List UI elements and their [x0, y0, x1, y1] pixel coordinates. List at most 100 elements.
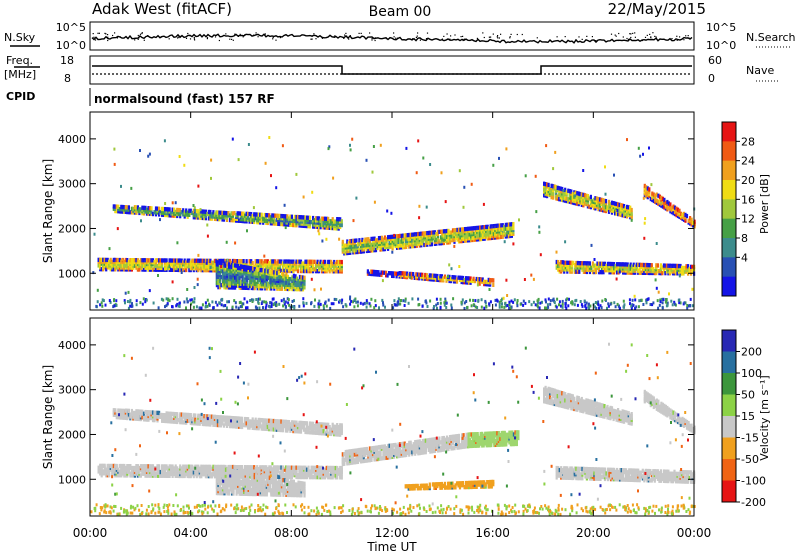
range-cell [233, 416, 236, 421]
range-cell [337, 425, 340, 430]
range-cell [480, 277, 483, 282]
noise-search-point [193, 36, 195, 39]
range-cell [468, 280, 471, 285]
range-cell [192, 213, 195, 218]
scatter-cell [368, 302, 371, 306]
range-cell [556, 194, 559, 199]
scatter-cell [547, 297, 550, 301]
range-cell [194, 417, 197, 422]
range-cell [171, 207, 174, 212]
range-cell [183, 258, 186, 263]
range-cell [588, 196, 591, 201]
scatter-cell [234, 241, 237, 245]
range-cell [185, 412, 188, 417]
range-cell [321, 422, 324, 427]
range-cell [468, 276, 471, 281]
range-cell [118, 209, 121, 214]
noise-search-point [591, 36, 593, 38]
range-cell [118, 463, 121, 469]
range-cell [414, 236, 417, 241]
range-cell [188, 267, 191, 273]
noise-search-point [415, 36, 417, 38]
scatter-cell [658, 303, 661, 307]
range-cell [576, 191, 579, 196]
range-cell [557, 263, 560, 268]
range-cell [256, 212, 259, 217]
range-cell [153, 263, 156, 269]
noise-search-point [189, 35, 191, 37]
range-cell [506, 226, 509, 231]
range-cell [504, 222, 507, 228]
range-cell [108, 259, 111, 264]
range-cell [247, 265, 250, 270]
range-cell [617, 262, 620, 267]
range-cell [161, 412, 164, 418]
range-cell [302, 265, 306, 270]
noise-search-point [650, 37, 652, 39]
range-cell [275, 261, 278, 266]
scatter-cell [317, 302, 320, 306]
range-cell [301, 420, 304, 426]
scatter-cell [450, 306, 453, 310]
range-cell [120, 463, 123, 469]
range-cell [487, 277, 490, 283]
range-cell [322, 225, 325, 230]
range-cell [325, 223, 328, 228]
scatter-cell [369, 304, 372, 308]
range-cell [294, 274, 297, 279]
range-cell [256, 283, 259, 289]
range-cell [331, 219, 334, 224]
range-cell [151, 267, 155, 272]
range-cell [676, 263, 679, 269]
scatter-cell [613, 301, 616, 305]
range-cell [292, 259, 295, 264]
range-cell [228, 415, 232, 421]
range-cell [307, 259, 310, 264]
range-cell [295, 214, 298, 220]
range-cell [353, 238, 356, 243]
range-cell [280, 268, 283, 273]
range-cell [206, 414, 209, 419]
range-cell [274, 419, 277, 424]
range-cell [114, 204, 117, 209]
scatter-cell [193, 300, 196, 304]
scatter-cell [564, 302, 567, 306]
range-cell [468, 236, 471, 241]
range-cell [608, 261, 611, 267]
range-cell [272, 259, 275, 264]
scatter-cell [302, 195, 305, 199]
range-cell [262, 216, 265, 221]
range-cell [341, 239, 344, 245]
range-cell [487, 282, 490, 287]
scatter-cell [399, 302, 402, 306]
range-cell [316, 259, 319, 264]
range-cell [150, 206, 153, 211]
range-cell [349, 239, 352, 244]
range-cell [561, 186, 564, 192]
range-cell [471, 278, 474, 283]
scatter-cell [359, 301, 362, 305]
range-cell [117, 265, 120, 270]
range-cell [148, 265, 152, 270]
range-cell [111, 463, 114, 469]
scatter-cell [293, 306, 296, 310]
range-cell [269, 219, 272, 224]
scatter-cell [391, 250, 394, 254]
range-cell [682, 269, 685, 274]
range-cell [182, 260, 185, 265]
scatter-cell [258, 306, 261, 310]
range-cell [509, 226, 512, 231]
range-cell [599, 261, 602, 266]
range-cell [432, 230, 435, 235]
range-cell [265, 218, 268, 224]
scatter-cell [485, 305, 488, 309]
range-cell [677, 263, 681, 269]
range-cell [331, 426, 334, 431]
range-cell [260, 418, 263, 423]
scatter-cell [460, 302, 463, 306]
range-cell [189, 260, 192, 265]
scatter-cell [374, 299, 377, 303]
scatter-cell [157, 306, 160, 310]
scatter-cell [506, 294, 509, 297]
scatter-cell [501, 297, 504, 301]
